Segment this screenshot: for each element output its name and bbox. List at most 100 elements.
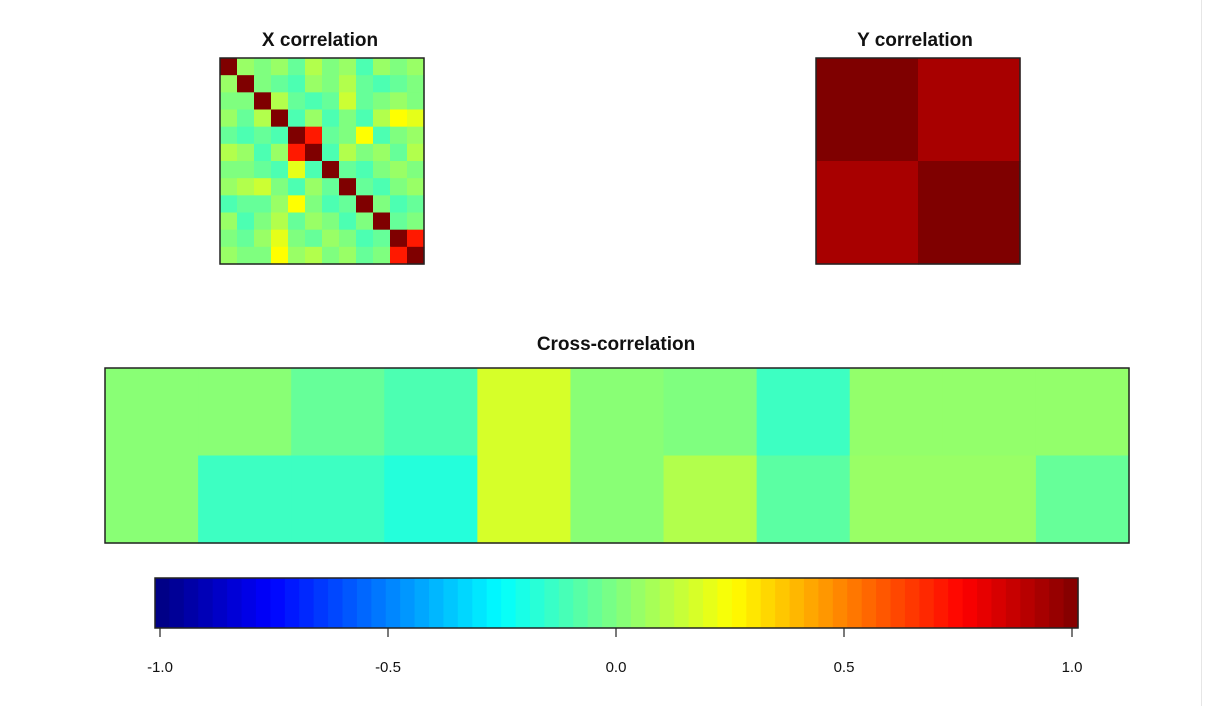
cross-correlation-cell — [942, 368, 1037, 457]
cross-correlation-cell — [105, 368, 199, 457]
x-correlation-cell — [356, 195, 374, 214]
x-correlation-cell — [373, 246, 391, 265]
x-correlation-cell — [254, 143, 272, 162]
cross-correlation-cell — [756, 368, 851, 457]
x-correlation-cell — [305, 195, 323, 214]
x-correlation-cell — [339, 126, 357, 145]
x-correlation-cell — [288, 246, 306, 265]
x-correlation-cell — [271, 212, 289, 231]
colorbar-segment — [948, 578, 964, 628]
colorbar-segment — [876, 578, 892, 628]
x-correlation-cell — [288, 229, 306, 248]
colorbar-segment — [486, 578, 502, 628]
x-correlation-cell — [322, 58, 340, 76]
colorbar-segment — [803, 578, 819, 628]
x-correlation-cell — [390, 178, 408, 196]
x-correlation-cell — [339, 178, 357, 196]
colorbar-segment — [385, 578, 401, 628]
x-correlation-cell — [254, 229, 272, 248]
x-correlation-cell — [305, 212, 323, 231]
x-correlation-cell — [288, 143, 306, 162]
colorbar-segment — [169, 578, 185, 628]
cross-correlation-cell — [198, 368, 292, 457]
x-correlation-cell — [254, 195, 272, 214]
cross-correlation-cell — [663, 455, 758, 544]
x-correlation-cell — [390, 195, 408, 214]
x-correlation-cell — [237, 195, 255, 214]
y-correlation-title: Y correlation — [857, 30, 973, 51]
colorbar-segment — [227, 578, 243, 628]
x-correlation-cell — [373, 92, 391, 111]
x-correlation-cell — [271, 195, 289, 214]
colorbar-segment — [616, 578, 632, 628]
colorbar-segment — [832, 578, 848, 628]
x-correlation-cell — [356, 58, 374, 76]
x-correlation-cell — [322, 143, 340, 162]
x-correlation-cell — [237, 109, 255, 128]
colorbar-tick-label: 0.5 — [834, 659, 855, 676]
x-correlation-cell — [356, 109, 374, 128]
x-correlation-cell — [288, 212, 306, 231]
x-correlation-cell — [220, 195, 238, 214]
x-correlation-cell — [407, 246, 425, 265]
x-correlation-cell — [407, 212, 425, 231]
colorbar-segment — [1034, 578, 1050, 628]
y-correlation-cell — [816, 161, 919, 265]
x-correlation-cell — [407, 109, 425, 128]
x-correlation-cell — [237, 178, 255, 196]
y-correlation-cell — [816, 58, 919, 162]
x-correlation-cell — [254, 75, 272, 93]
x-correlation-cell — [390, 126, 408, 145]
x-correlation-cell — [373, 75, 391, 93]
x-correlation-cell — [288, 92, 306, 111]
colorbar-segment — [861, 578, 877, 628]
x-correlation-cell — [237, 161, 255, 179]
x-correlation-cell — [220, 161, 238, 179]
colorbar-segment — [645, 578, 661, 628]
colorbar-segment — [1063, 578, 1079, 628]
colorbar-segment — [400, 578, 416, 628]
x-correlation-cell — [390, 58, 408, 76]
colorbar-segment — [299, 578, 315, 628]
x-correlation-cell — [271, 92, 289, 111]
x-correlation-cell — [373, 109, 391, 128]
cross-correlation-cell — [942, 455, 1037, 544]
cross-correlation-heatmap — [105, 368, 1130, 544]
x-correlation-cell — [390, 161, 408, 179]
x-correlation-cell — [373, 126, 391, 145]
x-correlation-cell — [322, 246, 340, 265]
x-correlation-cell — [339, 143, 357, 162]
colorbar-segment — [602, 578, 618, 628]
x-correlation-cell — [339, 246, 357, 265]
cross-correlation-cell — [384, 368, 478, 457]
colorbar-segment — [890, 578, 906, 628]
colorbar-segment — [183, 578, 199, 628]
colorbar-segment — [342, 578, 358, 628]
colorbar-segment — [284, 578, 300, 628]
x-correlation-cell — [254, 212, 272, 231]
cross-correlation-cell — [663, 368, 758, 457]
colorbar-segment — [991, 578, 1007, 628]
x-correlation-cell — [322, 161, 340, 179]
cross-correlation-cell — [756, 455, 851, 544]
colorbar-segment — [255, 578, 271, 628]
colorbar-segment — [414, 578, 430, 628]
colorbar-tick-label: 1.0 — [1062, 659, 1083, 676]
x-correlation-cell — [237, 229, 255, 248]
colorbar-axis: -1.0 -0.5 0.0 0.5 1.0 — [147, 628, 1082, 676]
colorbar-segment — [587, 578, 603, 628]
colorbar-segment — [501, 578, 517, 628]
colorbar-segment — [443, 578, 459, 628]
x-correlation-cell — [407, 229, 425, 248]
x-correlation-cell — [407, 195, 425, 214]
colorbar-segment — [198, 578, 214, 628]
colorbar-segment — [630, 578, 646, 628]
colorbar-segment — [1049, 578, 1065, 628]
x-correlation-cell — [322, 75, 340, 93]
window-edge-line — [1201, 0, 1202, 706]
x-correlation-cell — [356, 212, 374, 231]
y-correlation-frame — [815, 57, 1021, 265]
x-correlation-cell — [373, 229, 391, 248]
cross-correlation-frame — [104, 367, 1130, 544]
